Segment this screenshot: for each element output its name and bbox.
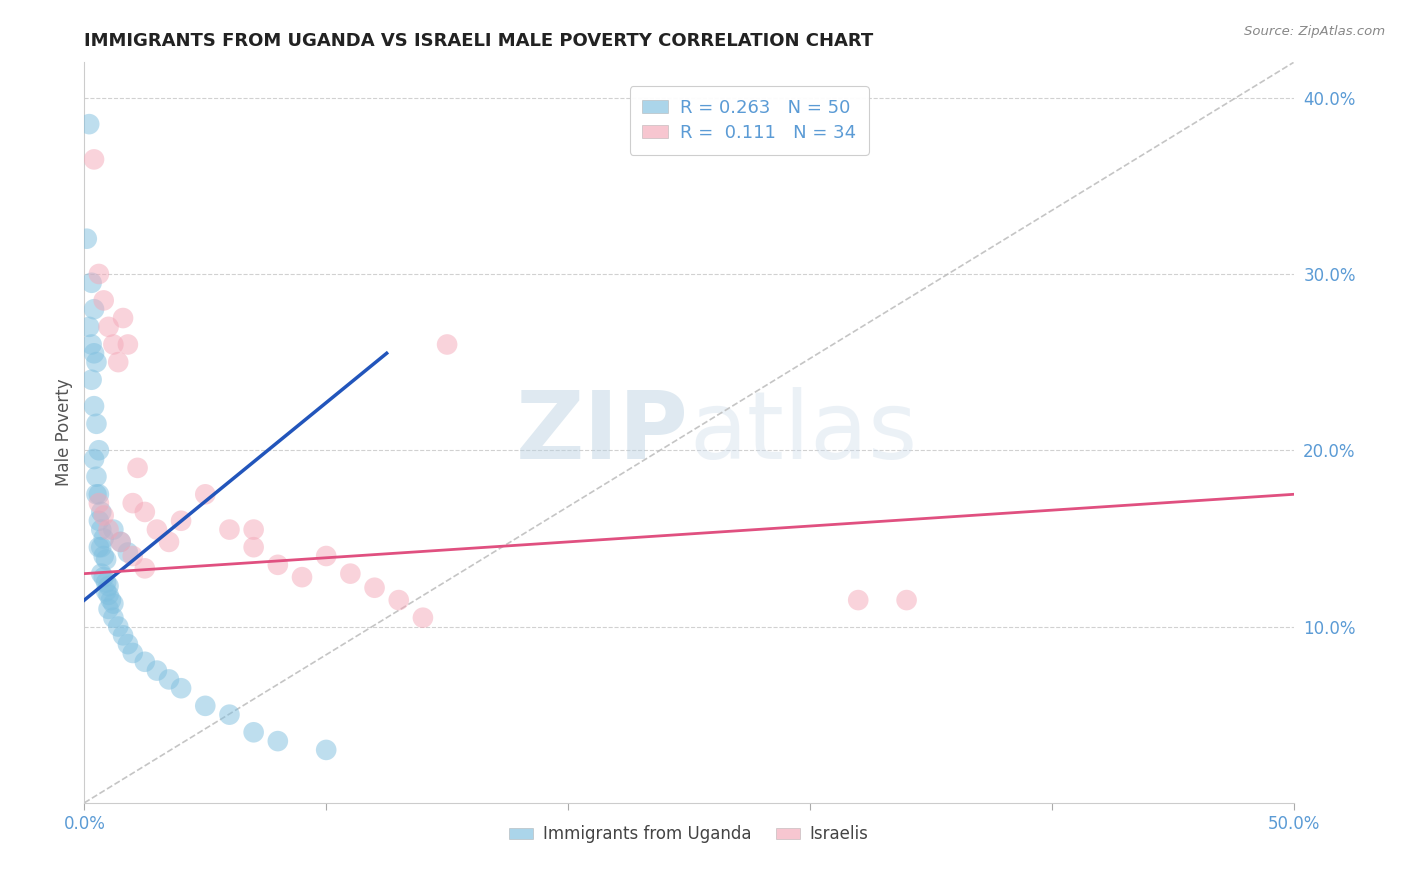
Point	[112, 311, 135, 326]
Point	[83, 302, 105, 317]
Point	[94, 584, 117, 599]
Point	[242, 523, 264, 537]
Point	[97, 588, 120, 602]
Point	[194, 698, 217, 713]
Point	[110, 535, 132, 549]
Point	[412, 610, 434, 624]
Point	[315, 549, 337, 563]
Legend: Immigrants from Uganda, Israelis: Immigrants from Uganda, Israelis	[503, 819, 875, 850]
Text: ZIP: ZIP	[516, 386, 689, 479]
Point	[146, 523, 169, 537]
Point	[94, 552, 117, 566]
Point	[117, 337, 139, 351]
Point	[388, 593, 411, 607]
Point	[87, 514, 110, 528]
Point	[103, 523, 125, 537]
Point	[117, 545, 139, 559]
Point	[100, 593, 122, 607]
Point	[121, 549, 143, 563]
Point	[97, 602, 120, 616]
Point	[103, 337, 125, 351]
Text: Source: ZipAtlas.com: Source: ZipAtlas.com	[1244, 25, 1385, 38]
Point	[87, 496, 110, 510]
Point	[87, 540, 110, 554]
Point	[218, 707, 240, 722]
Point	[117, 637, 139, 651]
Point	[94, 575, 117, 590]
Point	[103, 610, 125, 624]
Point	[170, 681, 193, 696]
Point	[93, 532, 115, 546]
Point	[107, 619, 129, 633]
Point	[218, 523, 240, 537]
Point	[134, 505, 156, 519]
Point	[896, 593, 918, 607]
Point	[267, 734, 290, 748]
Point	[103, 597, 125, 611]
Point	[97, 523, 120, 537]
Point	[83, 346, 105, 360]
Point	[86, 417, 108, 431]
Point	[315, 743, 337, 757]
Point	[90, 523, 112, 537]
Point	[90, 566, 112, 581]
Point	[86, 355, 108, 369]
Point	[339, 566, 361, 581]
Point	[97, 319, 120, 334]
Point	[121, 646, 143, 660]
Point	[83, 399, 105, 413]
Point	[80, 373, 103, 387]
Point	[93, 549, 115, 563]
Point	[267, 558, 290, 572]
Point	[436, 337, 458, 351]
Point	[107, 355, 129, 369]
Y-axis label: Male Poverty: Male Poverty	[55, 379, 73, 486]
Text: IMMIGRANTS FROM UGANDA VS ISRAELI MALE POVERTY CORRELATION CHART: IMMIGRANTS FROM UGANDA VS ISRAELI MALE P…	[84, 32, 873, 50]
Point	[93, 293, 115, 308]
Point	[97, 579, 120, 593]
Point	[86, 469, 108, 483]
Point	[363, 581, 385, 595]
Point	[121, 496, 143, 510]
Point	[170, 514, 193, 528]
Point	[157, 535, 180, 549]
Point	[80, 337, 103, 351]
Point	[87, 267, 110, 281]
Point	[112, 628, 135, 642]
Point	[93, 570, 115, 584]
Text: atlas: atlas	[689, 386, 917, 479]
Point	[846, 593, 869, 607]
Point	[134, 561, 156, 575]
Point	[83, 153, 105, 167]
Point	[146, 664, 169, 678]
Point	[194, 487, 217, 501]
Point	[242, 725, 264, 739]
Point	[86, 487, 108, 501]
Point	[127, 461, 149, 475]
Point	[242, 540, 264, 554]
Point	[87, 443, 110, 458]
Point	[76, 232, 98, 246]
Point	[80, 276, 103, 290]
Point	[90, 540, 112, 554]
Point	[110, 535, 132, 549]
Point	[157, 673, 180, 687]
Point	[134, 655, 156, 669]
Point	[90, 505, 112, 519]
Point	[77, 319, 100, 334]
Point	[87, 487, 110, 501]
Point	[291, 570, 314, 584]
Point	[83, 452, 105, 467]
Point	[93, 508, 115, 523]
Point	[77, 117, 100, 131]
